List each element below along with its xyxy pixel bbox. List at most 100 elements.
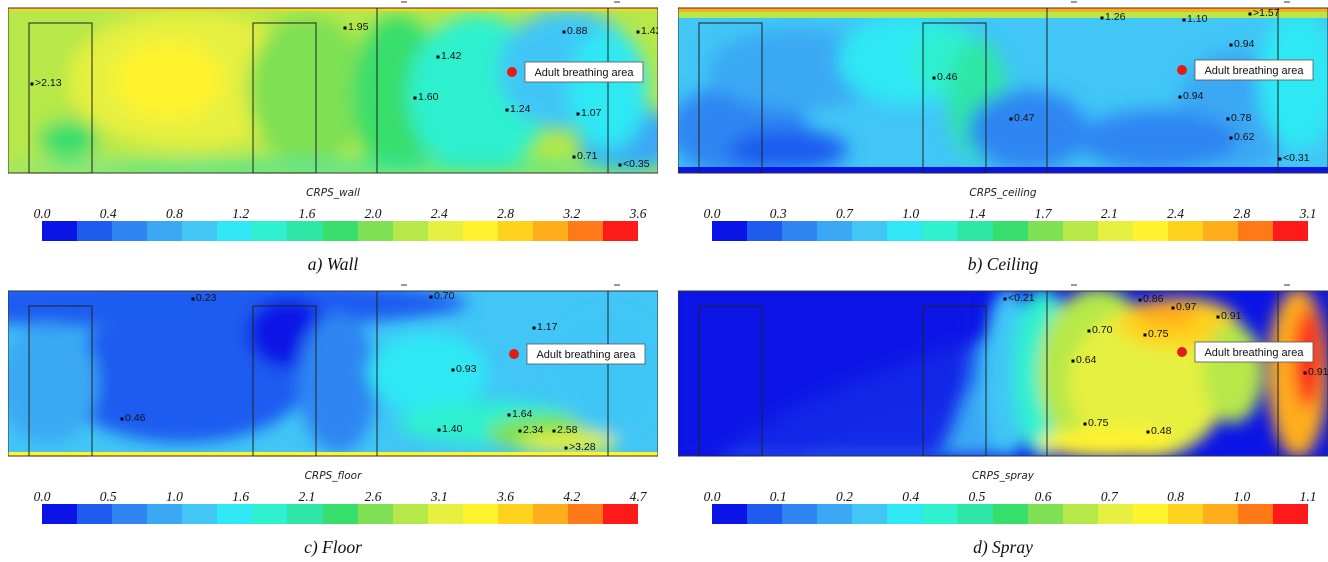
- breathing-area-callout: Adult breathing area: [1177, 341, 1314, 363]
- panel-caption: d) Spray: [973, 537, 1033, 557]
- colorbar-swatch: [1132, 221, 1168, 241]
- probe-value: 1.10: [1187, 13, 1208, 25]
- colorbar-swatch: [1027, 504, 1063, 524]
- colorbar-swatch: [817, 504, 853, 524]
- probe-marker: [1146, 430, 1150, 434]
- colorbar-tick-label: 3.6: [629, 206, 647, 221]
- colorbar-swatch: [852, 504, 888, 524]
- colorbar-swatch: [182, 504, 218, 524]
- contour-map: 1.26 1.10 >1.57 0.94 0.46 0.94 0.47 0.78 0.62 <0.…: [678, 1, 1328, 174]
- probe-marker: [1143, 333, 1147, 337]
- probe-marker: [618, 163, 622, 167]
- colorbar-swatch: [287, 221, 323, 241]
- probe-marker: [532, 326, 536, 330]
- probe-value: 1.26: [1105, 11, 1126, 23]
- probe-value: 1.17: [537, 321, 558, 333]
- contour-field: [8, 8, 658, 173]
- breathing-area-callout: Adult breathing area: [1177, 59, 1314, 81]
- probe-marker: [1278, 157, 1282, 161]
- colorbar-tick-label: 0.5: [968, 489, 986, 504]
- probe-marker: [120, 417, 124, 421]
- colorbar-swatch: [957, 504, 993, 524]
- probe-value: 1.42: [641, 25, 658, 37]
- callout-label: Adult breathing area: [1204, 65, 1304, 77]
- colorbar-swatch: [112, 504, 148, 524]
- probe-value: <0.31: [1283, 152, 1310, 164]
- probe-marker: [1216, 315, 1220, 319]
- breathing-point-dot: [509, 349, 519, 359]
- panel-wall: 1.95 1.42 0.88 1.42 1.60 1.24 1.07 >2.13 0.71 <0.…: [8, 0, 658, 274]
- breathing-point-dot: [1177, 65, 1187, 75]
- colorbar-swatch: [497, 504, 533, 524]
- panel-caption: c) Floor: [304, 537, 362, 557]
- colorbar-tick-label: 0.8: [166, 206, 183, 221]
- probe-marker: [1303, 371, 1307, 375]
- probe-marker: [932, 76, 936, 80]
- colorbar-tick-label: 1.0: [902, 206, 920, 221]
- probe-value: 0.48: [1151, 425, 1172, 437]
- colorbar-tick-label: 2.8: [497, 206, 514, 221]
- colorbar-tick-label: 2.4: [430, 206, 448, 221]
- colorbar-ticks: 0.0 0.4 0.8 1.2 1.6 2.0 2.4 2.8 3.2 3.6: [8, 206, 658, 222]
- probe-value: 0.86: [1143, 293, 1164, 305]
- colorbar-title: CRPS_ceiling: [969, 187, 1037, 199]
- colorbar-tick-label: 1.2: [232, 206, 250, 221]
- contour-map: 1.95 1.42 0.88 1.42 1.60 1.24 1.07 >2.13 0.71 <0.…: [8, 1, 658, 174]
- colorbar-tick-label: 0.2: [836, 489, 853, 504]
- panel-caption: b) Ceiling: [967, 254, 1039, 274]
- colorbar-swatch: [747, 221, 783, 241]
- colorbar-swatch: [1097, 504, 1133, 524]
- colorbar-swatch: [252, 221, 288, 241]
- colorbar-swatch: [817, 221, 853, 241]
- probe-marker: [1248, 12, 1252, 16]
- colorbar-tick-label: 2.0: [364, 206, 382, 221]
- panel-ceiling: 1.26 1.10 >1.57 0.94 0.46 0.94 0.47 0.78 0.62 <0.…: [678, 0, 1328, 274]
- probe-marker: [1100, 16, 1104, 20]
- contour-field: [678, 291, 1328, 456]
- colorbar-swatch: [1202, 504, 1238, 524]
- probe-value: <0.35: [623, 158, 650, 170]
- colorbar-tick-label: 1.0: [1233, 489, 1251, 504]
- contour-map: 0.70 1.17 0.93 0.46 1.64 1.40 2.34 2.58 >3.28 0.2…: [8, 284, 658, 457]
- probe-marker: [1087, 329, 1091, 333]
- probe-value: 0.97: [1176, 301, 1197, 313]
- colorbar-tick-label: 3.1: [1299, 206, 1317, 221]
- probe-marker: [518, 429, 522, 433]
- colorbar-tick-label: 1.0: [166, 489, 183, 504]
- colorbar-tick-label: 2.8: [1233, 206, 1251, 221]
- colorbar-swatch: [1202, 221, 1238, 241]
- colorbar-swatch: [1237, 504, 1273, 524]
- colorbar-ticks: 0.0 0.1 0.2 0.4 0.5 0.6 0.7 0.8 1.0 1.1: [678, 489, 1328, 505]
- callout-box: [1194, 341, 1314, 363]
- probe-marker: [451, 368, 455, 372]
- colorbar-swatch: [532, 504, 568, 524]
- probe-value: <0.21: [1008, 292, 1035, 304]
- probe-marker: [1071, 359, 1075, 363]
- probe-marker: [1138, 298, 1142, 302]
- colorbar-swatch: [1167, 221, 1203, 241]
- colorbar-tick-label: 0.0: [33, 489, 51, 504]
- colorbar-swatch: [747, 504, 783, 524]
- contour-field: [8, 291, 658, 456]
- probe-value: 0.46: [125, 412, 146, 424]
- probe-marker: [437, 428, 441, 432]
- probe-marker: [505, 108, 509, 112]
- callout-label: Adult breathing area: [536, 349, 636, 361]
- colorbar-swatch: [322, 221, 358, 241]
- colorbar-swatch: [252, 504, 288, 524]
- probe-value: 0.91: [1221, 310, 1242, 322]
- probe-value: >1.57: [1253, 7, 1280, 19]
- probe-value: 0.78: [1231, 112, 1252, 124]
- colorbar-tick-label: 0.0: [703, 489, 721, 504]
- colorbar-swatch: [392, 221, 428, 241]
- breathing-area-callout: Adult breathing area: [509, 343, 646, 365]
- colorbar-swatch: [532, 221, 568, 241]
- probe-marker: [191, 297, 195, 301]
- probe-marker: [507, 413, 511, 417]
- probe-value: 0.62: [1234, 131, 1255, 143]
- colorbar-tick-label: 0.7: [836, 206, 853, 221]
- probe-marker: [1003, 297, 1007, 301]
- colorbar-swatch: [1167, 504, 1203, 524]
- colorbar-tick-label: 2.1: [1100, 206, 1118, 221]
- probe-marker: [576, 112, 580, 116]
